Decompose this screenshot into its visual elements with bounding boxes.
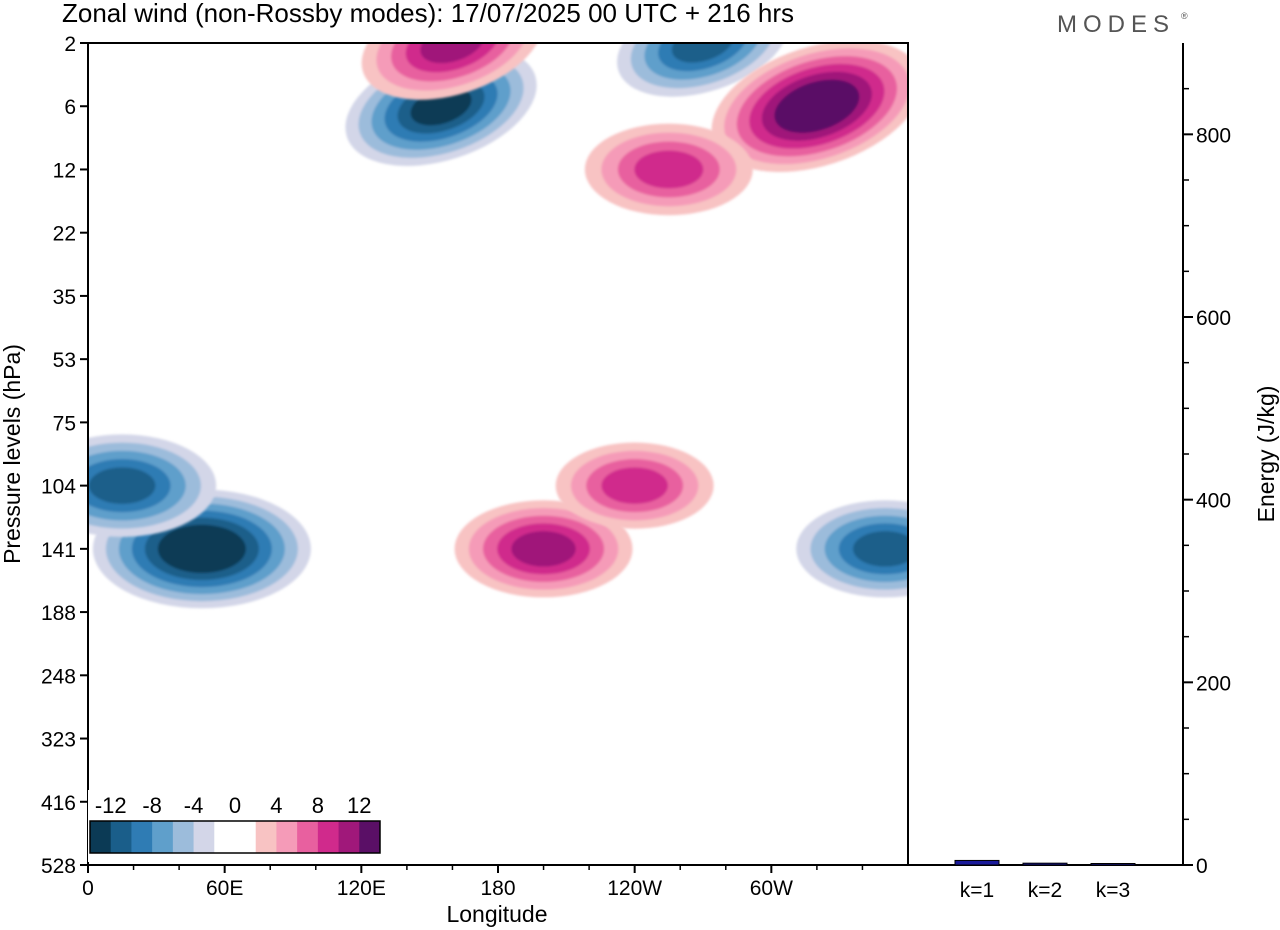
y-tick-label: 2	[64, 33, 76, 56]
y-tick-label: 104	[41, 476, 76, 499]
colorbar-tick-label: 12	[347, 793, 371, 818]
energy-bar-k=3	[1090, 863, 1136, 866]
energy-axis-ticks: 0 200 400 600 800	[1183, 87, 1231, 878]
x-tick-label: 60W	[750, 877, 793, 900]
y-axis-label: Pressure levels (hPa)	[0, 344, 25, 564]
wind-feature-2	[796, 500, 908, 598]
y-tick-label: 323	[41, 729, 76, 752]
y-tick-label: 188	[41, 602, 76, 625]
x-tick-label: 120W	[607, 877, 662, 900]
contour-band	[786, 87, 847, 126]
colorbar-tick-label: 0	[229, 793, 241, 818]
energy-tick-label: 800	[1196, 124, 1231, 147]
colorbar-swatch	[193, 821, 215, 853]
x-axis-ticks: 0 60E 120E 180 120W 60W	[82, 865, 864, 900]
y-tick-label: 35	[53, 286, 76, 309]
modes-logo-mark: ®	[1181, 11, 1188, 21]
colorbar-swatch	[90, 821, 112, 853]
energy-bar-k=2	[1022, 862, 1068, 866]
colorbar-swatch	[152, 821, 174, 853]
x-tick-label: 60E	[206, 877, 243, 900]
colorbar-swatch	[317, 821, 340, 853]
colorbar-swatch	[338, 821, 360, 853]
wind-feature-8	[584, 123, 753, 216]
y-tick-label: 12	[53, 159, 76, 182]
heatmap-field	[88, 43, 908, 609]
x-tick-label: 120E	[337, 877, 386, 900]
wind-feature-7	[711, 43, 908, 173]
x-axis-label: Longitude	[446, 901, 547, 927]
colorbar-swatch	[131, 821, 153, 853]
contour-band	[634, 150, 704, 189]
colorbar-swatch	[110, 821, 132, 853]
contour-band	[853, 531, 908, 567]
energy-bar-label: k=1	[960, 879, 994, 902]
wind-feature-6	[555, 442, 714, 529]
y-tick-label: 248	[41, 665, 76, 688]
energy-tick-label: 200	[1196, 672, 1231, 695]
y-tick-label: 6	[64, 96, 76, 119]
colorbar-swatch	[255, 821, 277, 853]
chart-title: Zonal wind (non-Rossby modes): 17/07/202…	[62, 0, 794, 28]
energy-tick-label: 0	[1196, 855, 1208, 878]
colorbar-swatch	[276, 821, 298, 853]
colorbar-border	[89, 820, 381, 854]
contour-band	[511, 531, 576, 567]
colorbar-swatch	[359, 821, 381, 853]
colorbar-tick-labels: -12 -8 -4 0 4 8 12	[95, 793, 372, 818]
colorbar-tick-label: 8	[312, 793, 324, 818]
wind-feature-1	[88, 434, 217, 537]
energy-bar-label: k=3	[1096, 879, 1130, 902]
colorbar-swatch	[235, 821, 257, 853]
x-tick-label: 180	[480, 877, 515, 900]
y-axis-ticks: 2 6 12 22 35 53 75 104 141 188 248 323 416 528	[41, 33, 88, 878]
colorbar-tick-label: 4	[270, 793, 282, 818]
contour-band	[88, 467, 156, 504]
x-tick-label: 0	[82, 877, 94, 900]
y-tick-label: 22	[53, 223, 76, 246]
energy-bar-k=1	[954, 859, 1000, 866]
energy-bar-label: k=2	[1028, 879, 1062, 902]
energy-bars: k=1 k=2 k=3	[954, 859, 1136, 902]
energy-tick-label: 400	[1196, 490, 1231, 513]
y-tick-label: 75	[53, 412, 76, 435]
y-tick-label: 528	[41, 855, 76, 878]
y-tick-label: 53	[53, 349, 76, 372]
energy-axis-label: Energy (J/kg)	[1253, 386, 1279, 523]
contour-band	[601, 467, 668, 504]
colorbar-tick-label: -4	[184, 793, 204, 818]
colorbar-swatch	[172, 821, 195, 853]
colorbar-swatch	[297, 821, 319, 853]
colorbar-tick-label: -12	[95, 793, 127, 818]
wind-feature-5	[454, 500, 633, 598]
energy-tick-label: 600	[1196, 307, 1231, 330]
modes-logo: MODES	[1057, 11, 1175, 38]
colorbar-swatch	[214, 821, 236, 853]
colorbar	[89, 820, 381, 854]
colorbar-tick-label: -8	[142, 793, 162, 818]
contour-band	[170, 531, 233, 566]
y-tick-label: 141	[41, 539, 76, 562]
y-tick-label: 416	[41, 792, 76, 815]
